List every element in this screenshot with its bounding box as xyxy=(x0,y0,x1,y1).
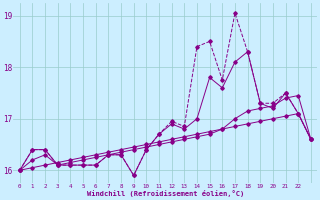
X-axis label: Windchill (Refroidissement éolien,°C): Windchill (Refroidissement éolien,°C) xyxy=(87,190,244,197)
